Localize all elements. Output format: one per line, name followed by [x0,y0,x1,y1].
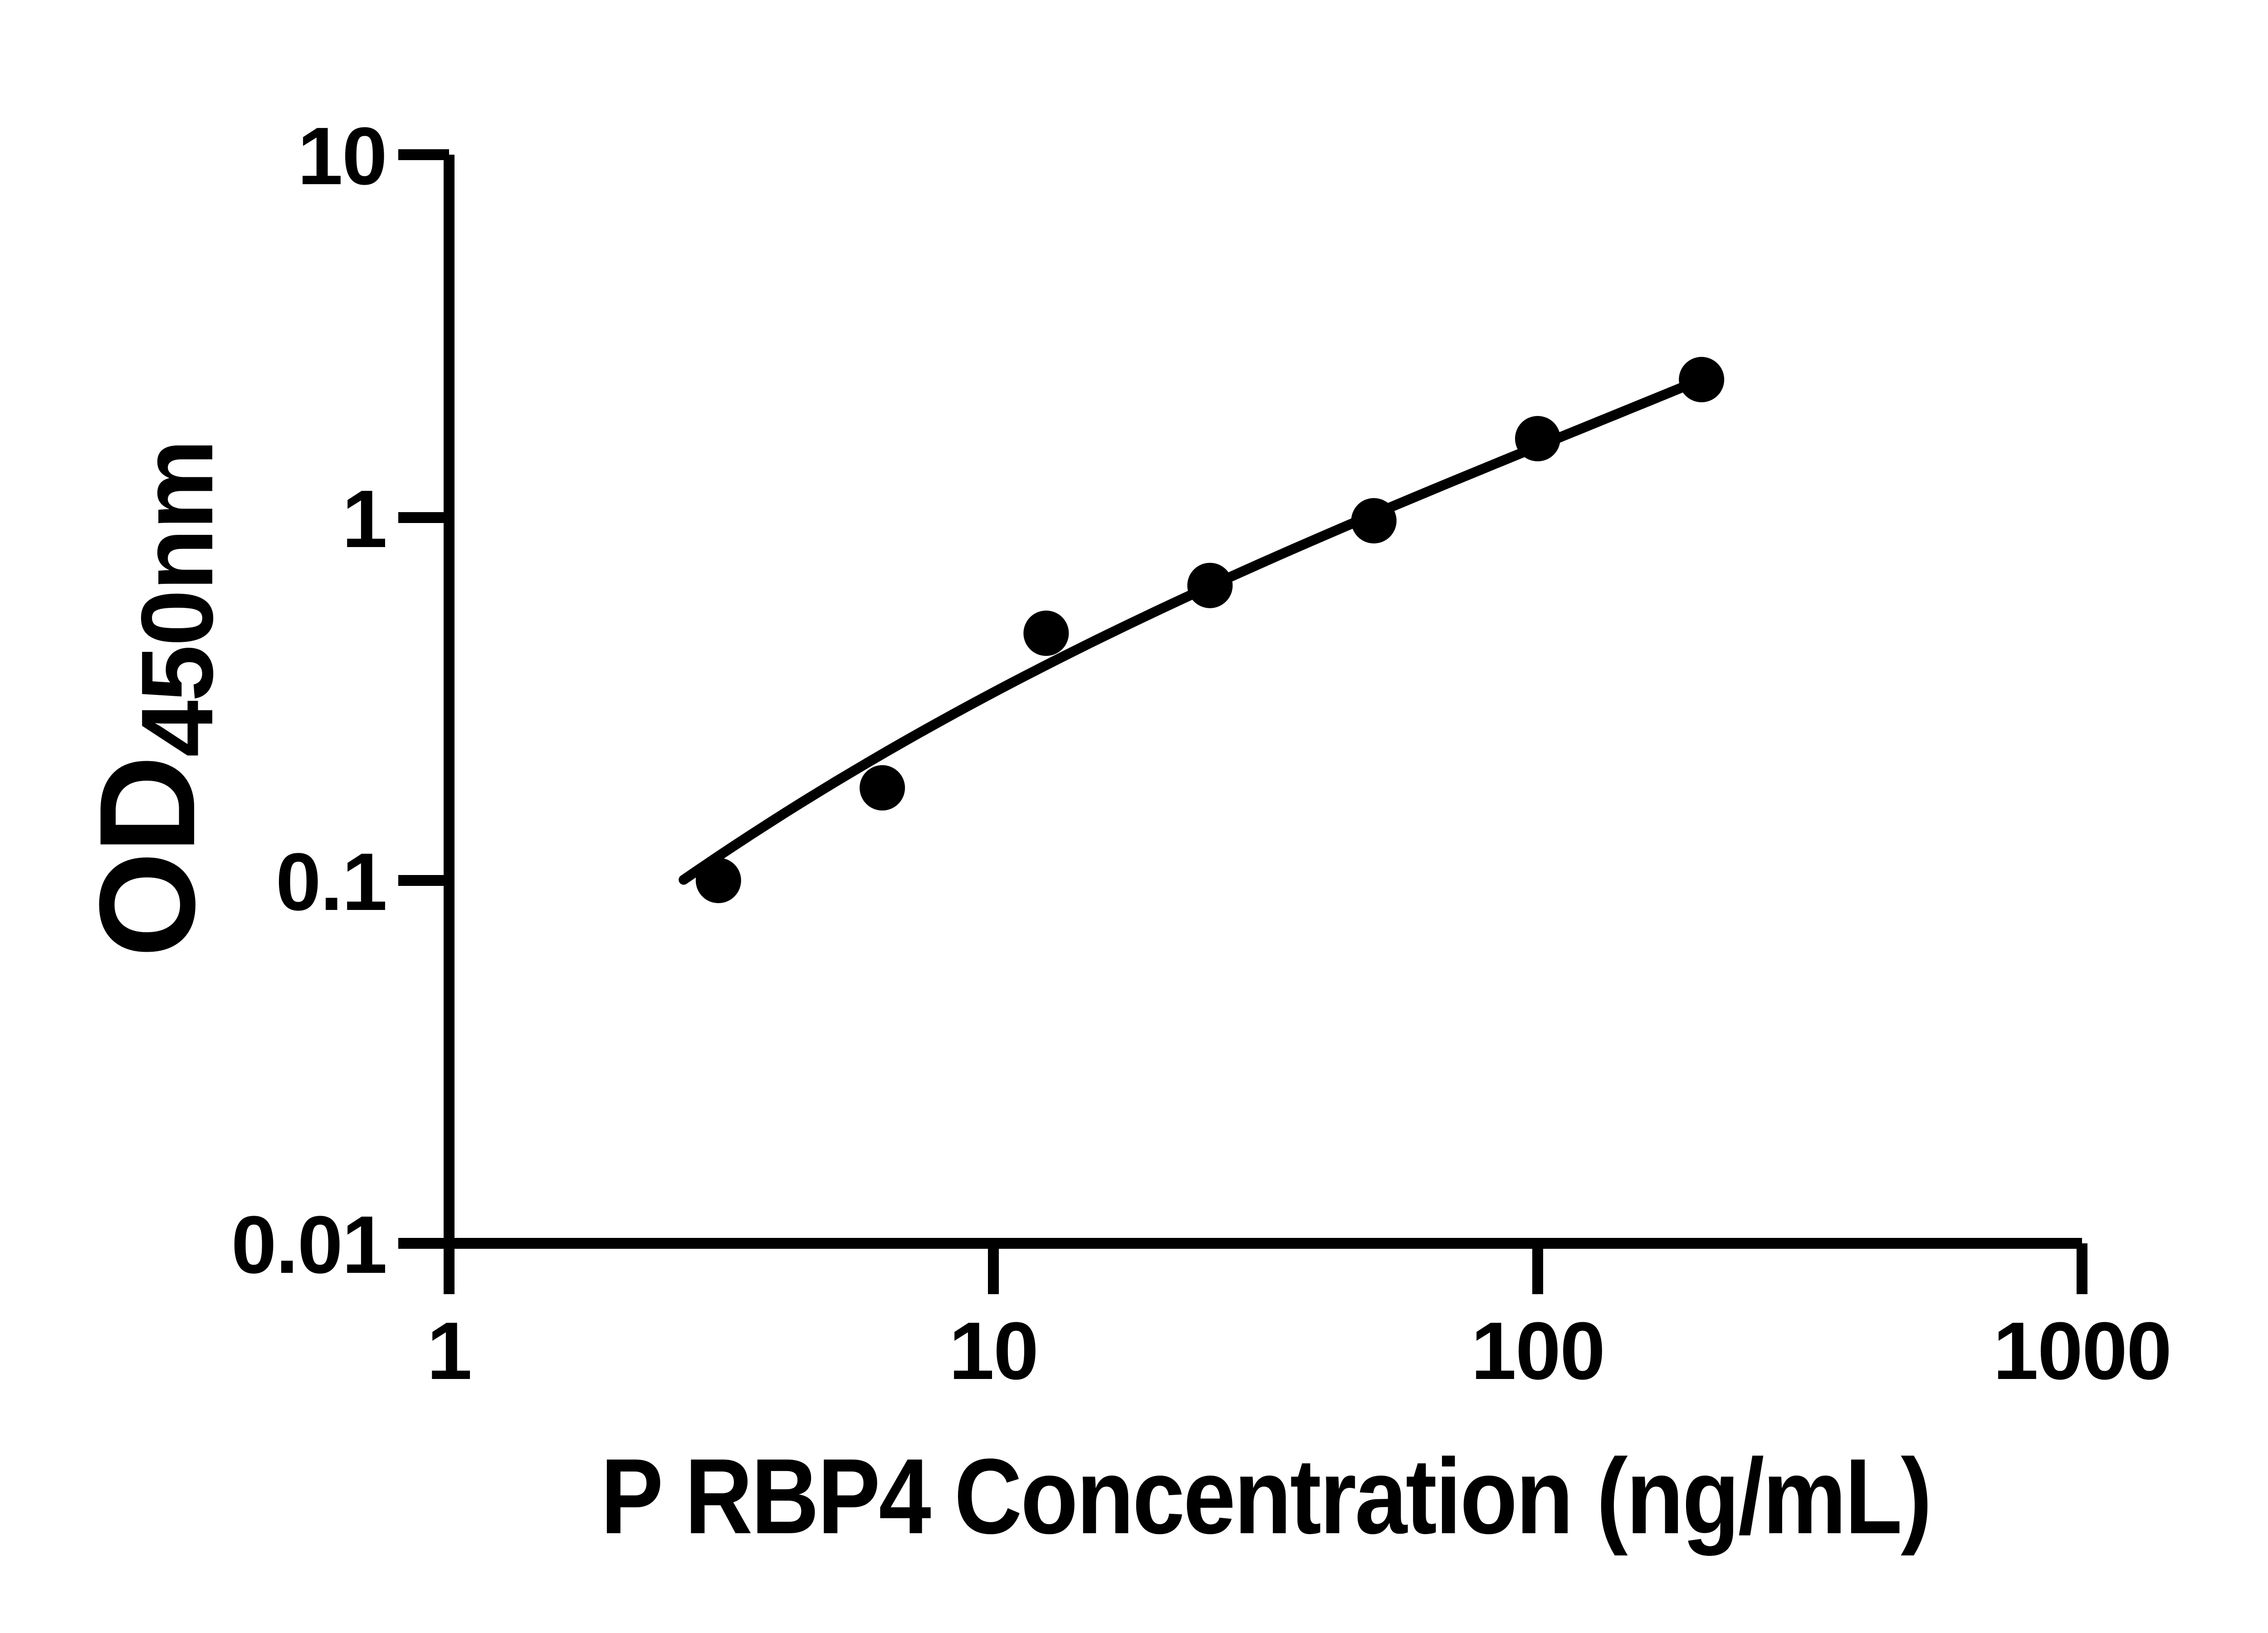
axes [444,155,2082,1249]
y-axis-title-sub: 450nm [120,440,234,757]
data-point-100 [1515,416,1560,461]
data-point-6.25 [860,765,905,811]
data-point-200 [1679,357,1725,402]
data-point-50 [1351,498,1397,543]
y-tick-label-0.01: 0.01 [231,1199,386,1291]
x-tick-label-100: 100 [1471,1305,1604,1397]
data-point-12.5 [1023,611,1069,656]
y-axis-title-main: OD [71,757,223,958]
data-series [679,357,1725,903]
y-tick-label-1: 1 [342,474,386,565]
x-tick-label-1000: 1000 [1993,1305,2171,1397]
data-point-25 [1187,562,1233,608]
y-tick-label-0.1: 0.1 [276,836,386,928]
x-axis-title: P RBP4 Concentration (ng/mL) [601,1437,1931,1556]
y-tick-label-10: 10 [298,111,386,202]
data-point-3.125 [695,858,741,903]
y-axis-title: OD450nm [71,440,234,958]
x-tick-label-10: 10 [949,1305,1038,1397]
axis-tick-labels: 10 1 0.1 0.01 1 10 100 1000 [231,111,2172,1397]
axis-ticks [398,149,2087,1294]
x-tick-label-1: 1 [427,1305,471,1397]
